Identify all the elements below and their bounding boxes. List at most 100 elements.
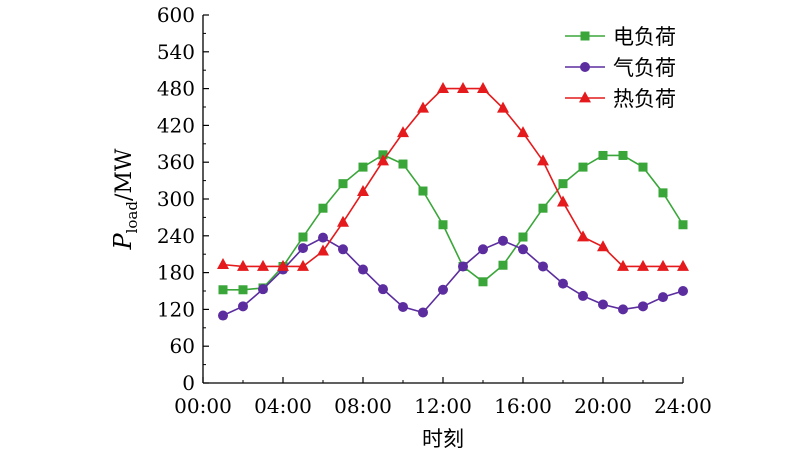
data-point-heat: [517, 126, 529, 138]
data-point-heat: [457, 82, 469, 93]
y-tick-label: 300: [157, 187, 195, 211]
data-point-electric: [218, 285, 228, 295]
y-tick-label: 0: [182, 371, 195, 395]
data-point-heat: [617, 259, 629, 271]
data-point-gas: [618, 304, 628, 315]
data-point-gas: [558, 278, 568, 289]
data-point-gas: [578, 290, 588, 301]
data-point-electric: [338, 179, 348, 189]
data-point-gas: [438, 284, 448, 295]
data-point-gas: [478, 244, 488, 255]
y-axis-title-sub: load: [123, 201, 141, 234]
data-point-heat: [637, 259, 649, 271]
data-point-electric: [418, 186, 428, 196]
data-point-electric: [578, 162, 588, 172]
series-line-electric: [223, 153, 684, 291]
y-tick-label: 540: [157, 40, 195, 64]
y-axis-title-unit: /MW: [112, 148, 137, 201]
data-point-electric: [518, 232, 528, 242]
data-point-electric: [498, 260, 508, 270]
data-point-heat: [477, 82, 489, 93]
data-point-gas: [498, 235, 508, 246]
data-point-heat: [337, 215, 349, 227]
data-point-electric: [478, 277, 488, 287]
series-heat: [217, 82, 689, 271]
x-axis-title: 时刻: [422, 427, 464, 451]
data-point-heat: [597, 240, 609, 252]
data-point-heat: [217, 258, 229, 270]
data-point-gas: [318, 232, 328, 243]
y-tick-label: 600: [157, 3, 195, 27]
legend-label: 气负荷: [613, 56, 676, 80]
legend-label: 热负荷: [613, 87, 676, 111]
data-point-heat: [257, 259, 269, 271]
data-point-gas: [398, 301, 408, 312]
x-tick-label: 04:00: [254, 394, 312, 418]
data-point-gas: [218, 310, 228, 321]
legend-item-electric: 电负荷: [565, 25, 676, 49]
data-point-gas: [658, 292, 668, 303]
data-point-electric: [438, 220, 448, 230]
series-line-heat: [222, 87, 683, 268]
data-point-heat: [557, 195, 569, 207]
series-layer: [217, 82, 689, 321]
y-tick-label: 60: [170, 334, 195, 358]
data-point-electric: [238, 285, 248, 295]
series-line-gas: [222, 236, 684, 317]
data-point-electric: [398, 159, 408, 169]
legend-marker: [580, 62, 590, 72]
x-tick-label: 08:00: [334, 394, 392, 418]
data-point-gas: [298, 243, 308, 254]
x-tick-label: 12:00: [414, 394, 472, 418]
y-tick-label: 480: [157, 77, 195, 101]
legend-item-gas: 气负荷: [565, 56, 676, 80]
x-tick-label: 16:00: [494, 394, 552, 418]
x-tick-label: 24:00: [654, 394, 712, 418]
data-point-electric: [678, 220, 688, 230]
data-point-electric: [598, 150, 608, 160]
data-point-gas: [258, 284, 268, 295]
data-point-heat: [537, 154, 549, 166]
data-point-gas: [338, 244, 348, 255]
y-axis-title: Pload/MW: [109, 148, 141, 250]
y-tick-label: 360: [157, 150, 195, 174]
data-point-gas: [638, 301, 648, 312]
legend-marker: [579, 91, 591, 103]
data-point-heat: [577, 230, 589, 242]
data-point-electric: [298, 232, 308, 242]
data-point-electric: [658, 188, 668, 198]
data-point-electric: [318, 203, 328, 213]
series-gas: [218, 232, 688, 321]
data-point-heat: [357, 185, 369, 197]
data-point-heat: [377, 154, 389, 166]
x-tick-label: 00:00: [174, 394, 232, 418]
data-point-gas: [678, 286, 688, 296]
data-point-heat: [397, 126, 409, 138]
data-point-gas: [458, 261, 468, 272]
y-tick-label: 240: [157, 224, 195, 248]
data-point-electric: [358, 162, 368, 172]
data-point-heat: [317, 244, 329, 256]
legend-item-heat: 热负荷: [565, 87, 676, 111]
y-axis-title-main: P: [109, 233, 137, 251]
data-point-gas: [358, 264, 368, 275]
data-point-heat: [437, 82, 449, 93]
data-point-heat: [417, 101, 429, 113]
y-tick-label: 180: [157, 261, 195, 285]
data-point-gas: [518, 244, 528, 255]
data-point-electric: [638, 162, 648, 172]
data-point-heat: [237, 259, 249, 271]
data-point-electric: [538, 203, 548, 213]
data-point-heat: [277, 259, 289, 271]
data-point-gas: [538, 261, 548, 272]
legend-marker: [580, 31, 590, 41]
data-point-heat: [497, 101, 509, 113]
x-tick-label: 20:00: [574, 394, 632, 418]
series-electric: [218, 150, 688, 295]
data-point-gas: [238, 301, 248, 312]
data-point-gas: [598, 299, 608, 310]
y-tick-label: 120: [157, 297, 195, 321]
data-point-gas: [378, 284, 388, 295]
